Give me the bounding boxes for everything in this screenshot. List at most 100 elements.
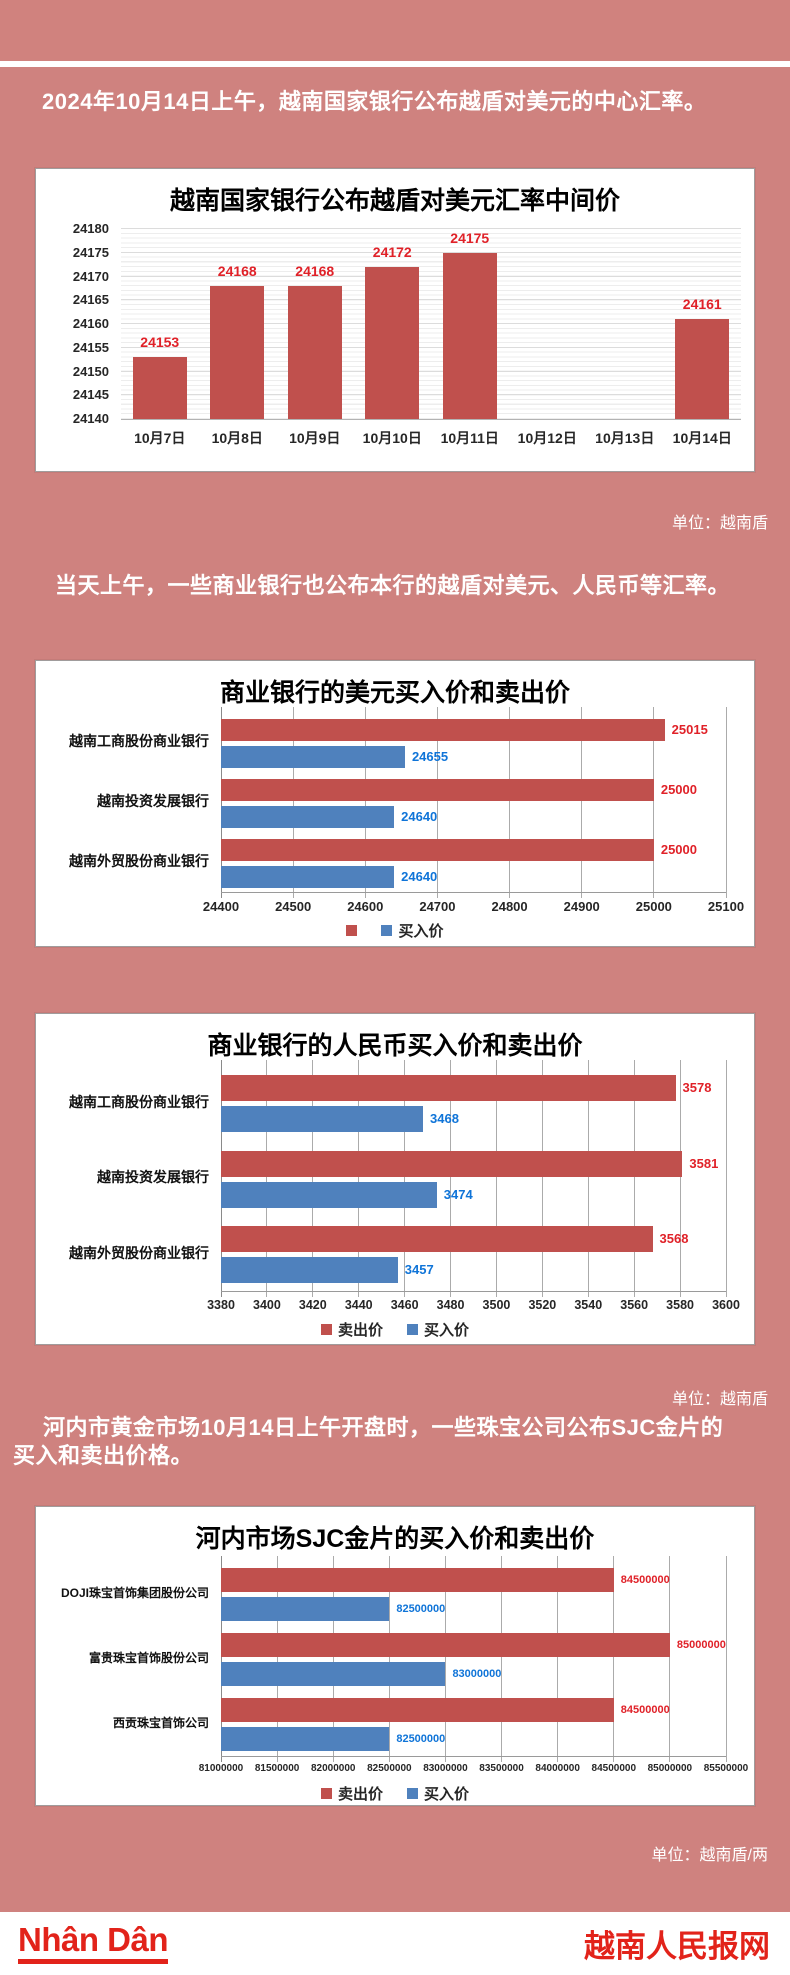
gridline-vertical xyxy=(613,1556,615,1762)
tick-label: 81500000 xyxy=(254,1763,300,1774)
legend: 卖出价 买入价 xyxy=(36,1783,754,1804)
plot-area: 25015 24655 25000 24640 25000 24640 xyxy=(220,707,727,898)
bar-sell xyxy=(221,1568,614,1592)
tick-label: 24900 xyxy=(563,899,600,914)
y-axis-label: 24145 xyxy=(72,387,109,403)
gridline-vertical xyxy=(541,1060,543,1297)
site-name: 越南人民报网 xyxy=(584,1929,770,1964)
tick-label: 3460 xyxy=(390,1298,419,1312)
gridline-vertical xyxy=(679,1060,681,1297)
tick-label: 82500000 xyxy=(367,1763,412,1774)
x-axis-label: 10月12日 xyxy=(517,430,577,446)
chart-canvas-central-rate: 24153 24168 24168 24172 24175 24161 24140 24145… xyxy=(36,169,754,471)
tick-label: 3580 xyxy=(666,1298,694,1312)
gridline-vertical xyxy=(220,707,222,898)
gridline-vertical xyxy=(444,1556,446,1762)
y-axis-label: 24160 xyxy=(72,316,109,331)
legend-item-buy: 买入价 xyxy=(407,1319,469,1340)
legend-swatch-buy xyxy=(407,1788,418,1799)
legend-item-sell: 卖出价 xyxy=(320,1783,383,1804)
value-label-sell: 3568 xyxy=(659,1230,689,1246)
bar-value-label: 24168 xyxy=(295,263,335,279)
gridline-vertical xyxy=(725,1060,727,1297)
gridline-vertical xyxy=(501,1556,503,1762)
gridline-horizontal xyxy=(121,370,741,372)
legend-swatch-buy xyxy=(407,1324,418,1335)
x-axis-label: 10月9日 xyxy=(289,430,341,446)
tick-label: 84000000 xyxy=(535,1763,580,1774)
intro-text-gold: 河内市黄金市场10月14日上午开盘时，一些珠宝公司公布SJC金片的 买入和卖出价… xyxy=(13,1414,775,1470)
category-label: 越南投资发展银行 xyxy=(97,793,209,810)
bar-buy xyxy=(221,1662,446,1686)
y-axis-label: 24155 xyxy=(72,339,109,355)
bar-sell xyxy=(221,1698,614,1722)
tick-label: 3420 xyxy=(298,1298,327,1312)
axis-baseline xyxy=(221,1756,726,1757)
gridline-vertical xyxy=(669,1556,671,1762)
category-label: 越南外贸股份商业银行 xyxy=(69,853,209,870)
value-label-sell: 3578 xyxy=(682,1080,712,1096)
gridline-horizontal xyxy=(121,346,741,348)
gridline-vertical xyxy=(404,1060,406,1297)
bar-value-label: 24161 xyxy=(682,296,722,313)
intro-text-central-rate: 2024年10月14日上午，越南国家银行公布越盾对美元的中心汇率。 xyxy=(42,89,707,114)
gridline-vertical xyxy=(332,1556,334,1762)
bar-value-label: 24168 xyxy=(217,263,257,279)
value-label-sell: 25000 xyxy=(660,841,697,857)
axis-baseline xyxy=(221,1291,726,1292)
legend-label-buy: 买入价 xyxy=(424,1786,470,1803)
footer: Nhân Dân 越南人民报网 xyxy=(0,1912,790,1975)
gridline-vertical xyxy=(581,707,583,898)
value-label-buy: 3457 xyxy=(404,1261,434,1277)
tick-label: 83500000 xyxy=(479,1763,524,1774)
chart-title-cny: 商业银行的人民币买入价和卖出价 xyxy=(207,1032,583,1060)
bar-value-label: 24172 xyxy=(372,244,412,260)
x-axis-label: 10月10日 xyxy=(362,430,422,446)
nhandan-logo[interactable]: Nhân Dân xyxy=(18,1923,169,1964)
gridline-vertical xyxy=(266,1060,268,1297)
gridline-vertical xyxy=(587,1060,589,1297)
y-axis-label: 24170 xyxy=(72,268,109,284)
gridline-horizontal xyxy=(121,299,741,301)
bar-central-rate xyxy=(442,252,497,419)
unit-label-2: 单位：越南盾 xyxy=(671,1391,768,1408)
legend-item-buy: 买入价 xyxy=(381,920,444,941)
chart-title-gold: 河内市场SJC金片的买入价和卖出价 xyxy=(195,1525,595,1553)
category-label: 富贵珠宝首饰股份公司 xyxy=(88,1651,209,1666)
bar-buy xyxy=(221,1727,390,1751)
unit-label-3: 单位：越南盾/两 xyxy=(651,1847,768,1864)
bar-sell xyxy=(221,778,654,801)
tick-label: 3520 xyxy=(528,1298,557,1312)
gridline-vertical xyxy=(633,1060,635,1297)
category-label: 越南工商股份商业银行 xyxy=(69,1093,209,1110)
gridline-vertical xyxy=(436,707,438,898)
tick-label: 81000000 xyxy=(198,1763,244,1774)
chart-panel-cny: 商业银行的人民币买入价和卖出价 3578 3468 3581 3474 3568 3457… xyxy=(35,1013,755,1345)
value-label-sell: 85000000 xyxy=(676,1639,726,1651)
gridline-vertical xyxy=(557,1556,559,1762)
y-axis-label: 24150 xyxy=(72,363,109,379)
y-axis-label: 24175 xyxy=(72,244,109,260)
value-label-buy: 3474 xyxy=(443,1186,473,1202)
tick-label: 3600 xyxy=(712,1298,740,1312)
gridline-vertical xyxy=(388,1556,390,1762)
chart-canvas-gold: 84500000 82500000 85000000 83000000 84500000… xyxy=(36,1507,754,1805)
tick-label: 3500 xyxy=(482,1298,511,1312)
legend-swatch-sell xyxy=(346,925,358,936)
bar-sell xyxy=(221,1225,653,1252)
tick-label: 85500000 xyxy=(703,1763,749,1774)
gridline-vertical xyxy=(364,707,366,898)
intro-gold-line2: 买入和卖出价格。 xyxy=(13,1443,194,1468)
x-axis-label: 10月11日 xyxy=(440,430,499,446)
bar-value-label: 24175 xyxy=(450,229,490,246)
unit-label-1: 单位：越南盾 xyxy=(671,515,768,532)
bar-buy xyxy=(221,865,395,888)
tick-label: 3540 xyxy=(574,1298,603,1312)
chart-panel-central-rate: 越南国家银行公布越盾对美元汇率中间价 24153 24168 24168 24172 2… xyxy=(35,168,755,472)
value-label-buy: 3468 xyxy=(430,1111,459,1127)
value-label-sell: 25015 xyxy=(671,721,708,737)
plot-area: 84500000 82500000 85000000 83000000 84500000… xyxy=(220,1556,727,1762)
bar-buy xyxy=(221,1181,437,1208)
value-label-buy: 24640 xyxy=(401,808,438,824)
